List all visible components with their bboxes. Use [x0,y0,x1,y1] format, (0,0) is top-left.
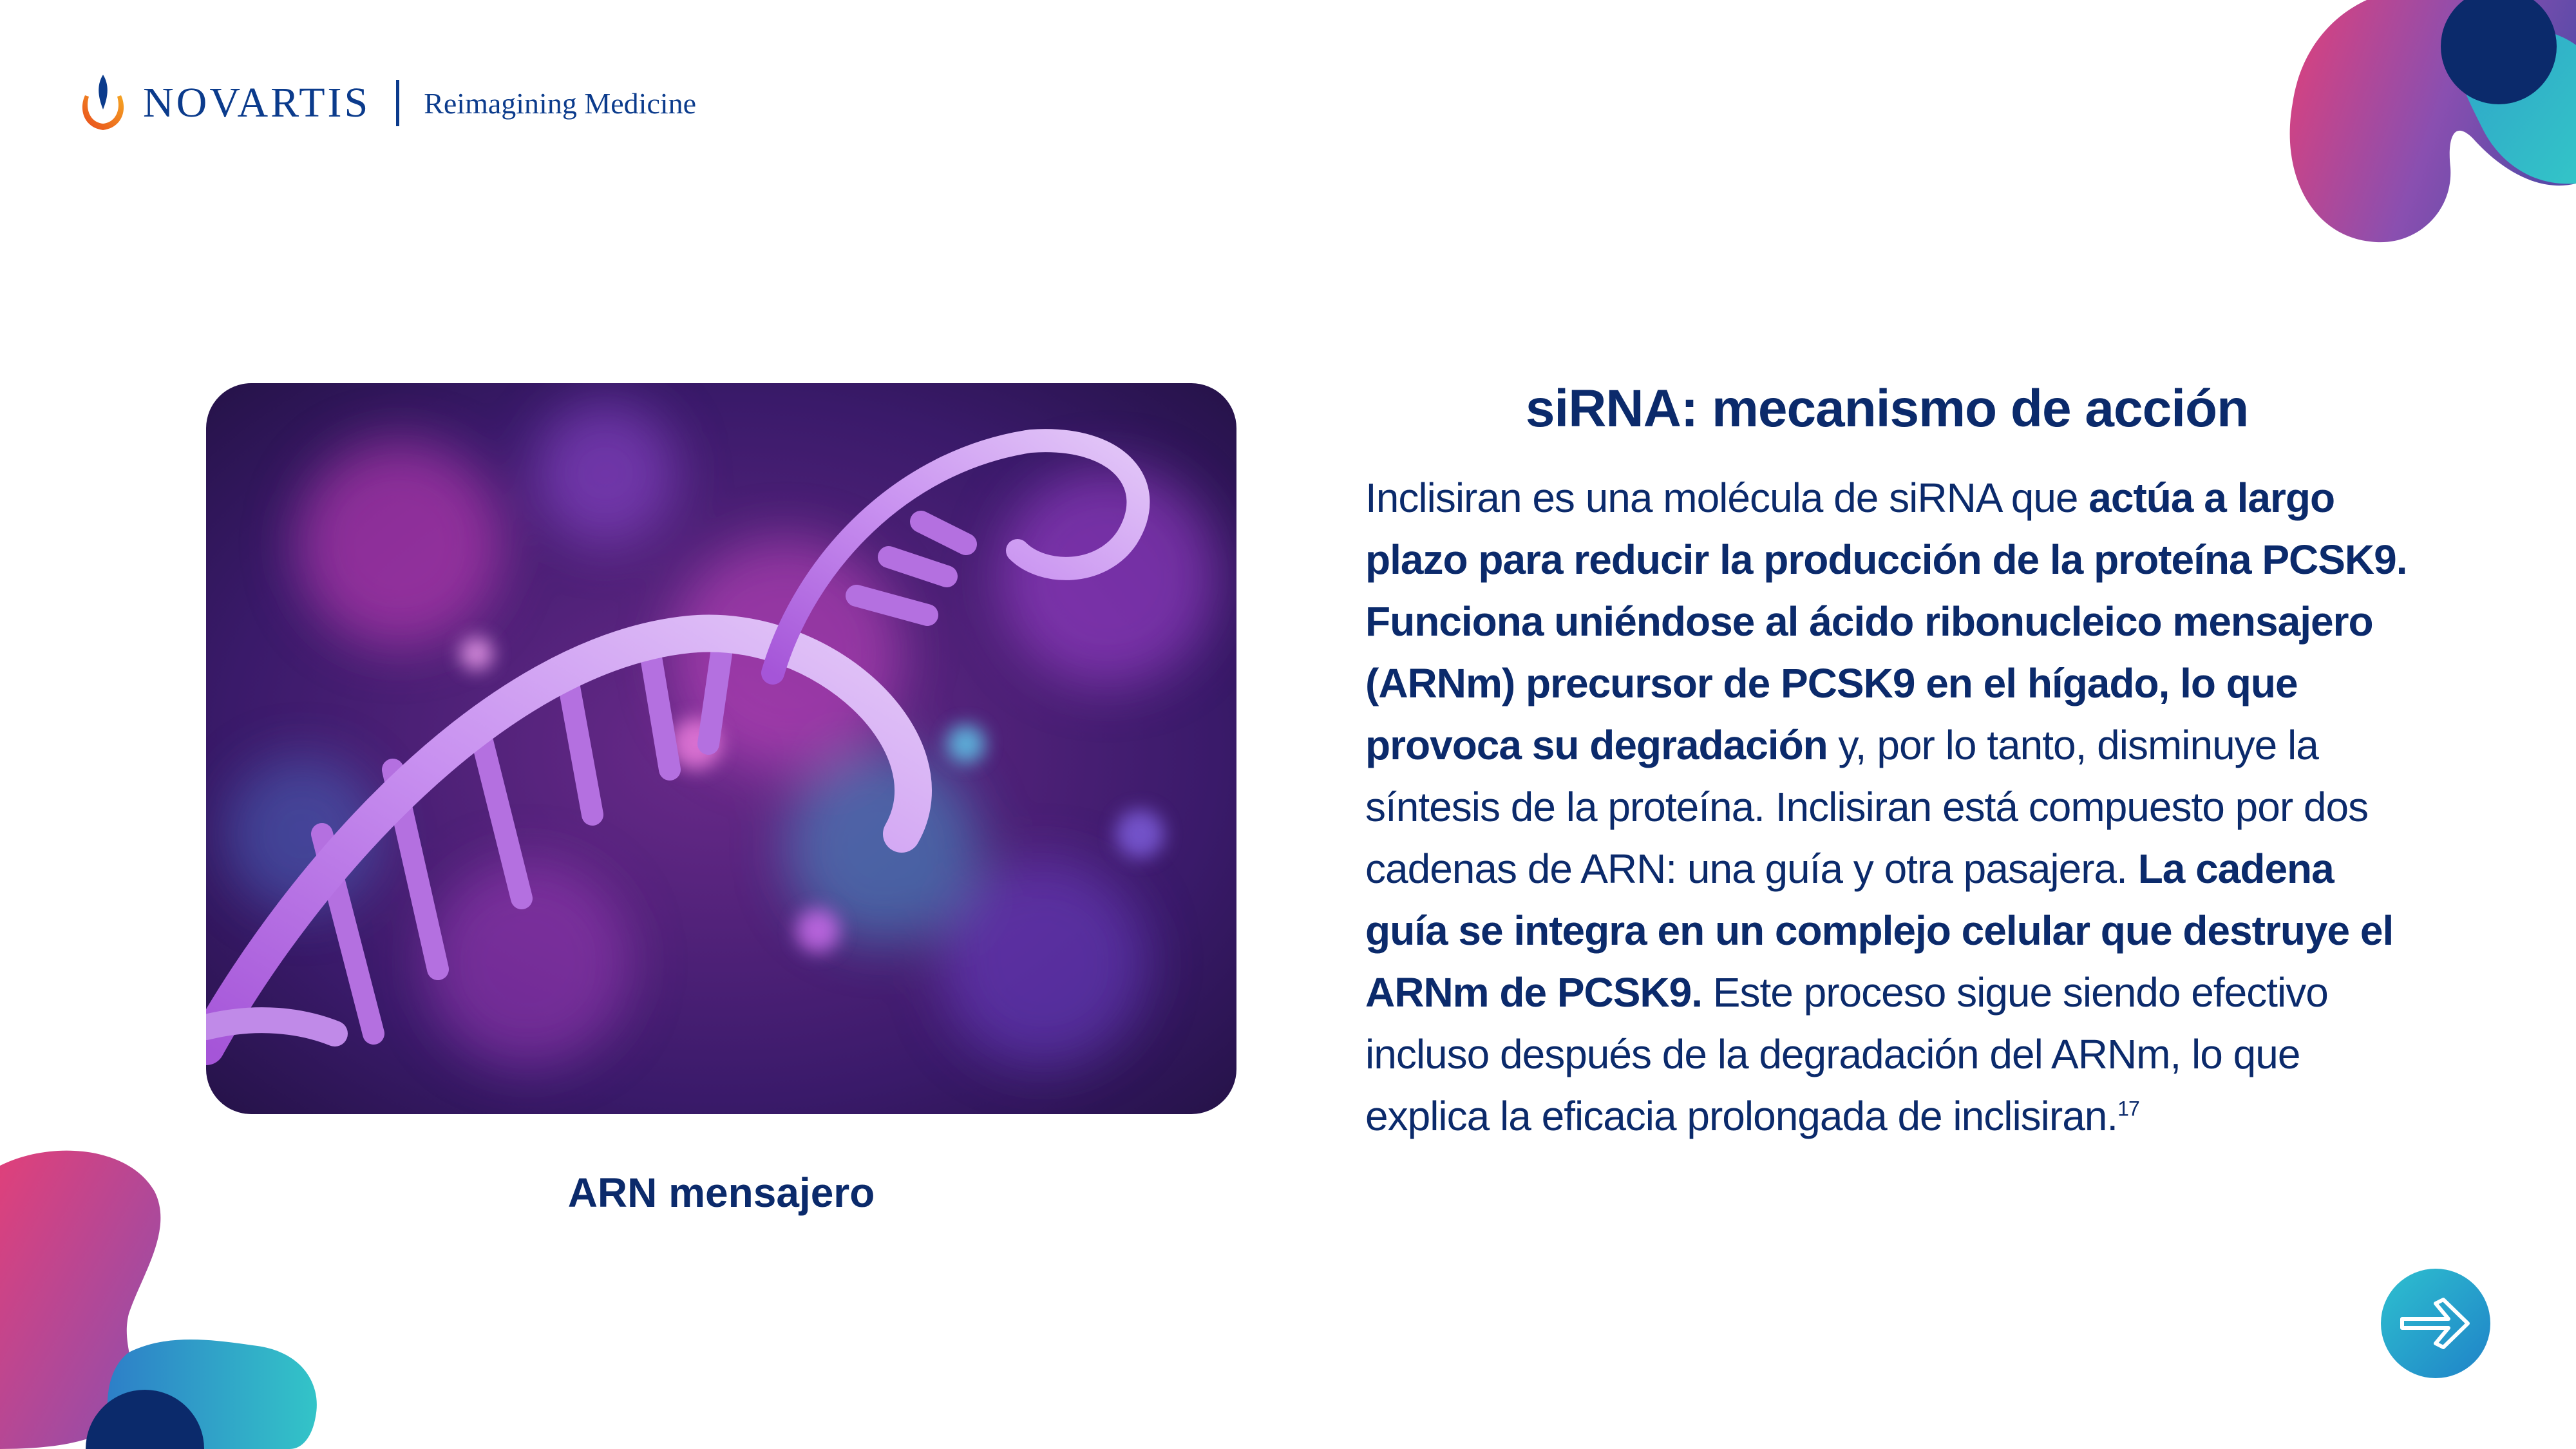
decorative-shape-bottom-left [0,1150,317,1449]
text-run-bold: La cadena guía se integra en un complejo… [1365,846,2394,1016]
image-caption: ARN mensajero [567,1170,875,1216]
novartis-flame-icon [82,75,124,130]
brand-tagline: Reimagining Medicine [424,86,697,120]
brand-name: NOVARTIS [143,79,371,126]
reference-superscript: 17 [2117,1097,2140,1121]
arrow-right-icon [2400,1298,2470,1349]
text-run: y, por lo tanto, disminuye la síntesis d… [1365,722,2369,892]
next-button[interactable] [2381,1269,2490,1378]
text-run-bold: actúa a largo plazo para reducir la prod… [1365,475,2407,768]
rna-illustration [206,383,1236,1114]
decorative-shape-top-right [2289,0,2576,243]
header: NOVARTIS Reimagining Medicine [77,64,696,142]
rna-helix-graphic [206,383,1236,1114]
section-title: siRNA: mecanismo de acción [1525,379,2249,438]
text-run: Este proceso sigue siendo efectivo inclu… [1365,969,2329,1139]
mechanism-description: Inclisiran es una molécula de siRNA que … [1365,467,2421,1147]
header-divider [396,80,400,126]
text-run: Inclisiran es una molécula de siRNA que [1365,475,2089,521]
